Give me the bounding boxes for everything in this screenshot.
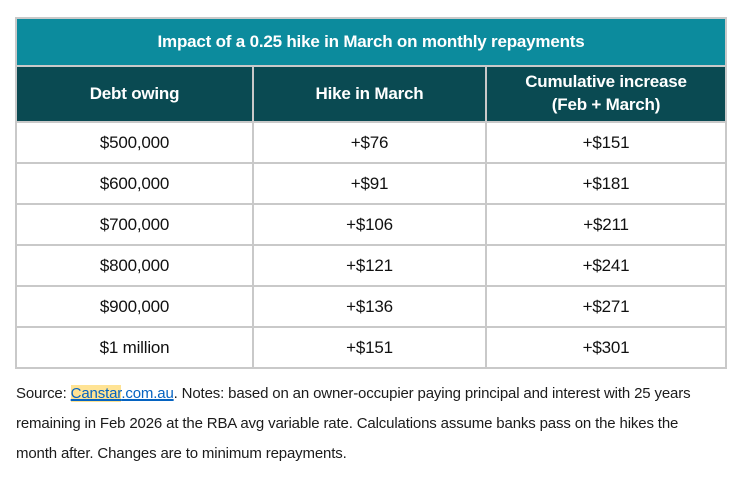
cumulative-cell: +$301	[485, 326, 727, 369]
table-row: $1 million +$151 +$301	[15, 326, 727, 369]
canstar-link-highlighted[interactable]: Canstar	[70, 385, 122, 402]
table-row: $500,000 +$76 +$151	[15, 121, 727, 164]
debt-owing-cell: $700,000	[15, 203, 254, 246]
notes-text: . Notes: based on an owner-occupier payi…	[16, 385, 691, 462]
hike-cell: +$106	[252, 203, 487, 246]
hike-cell: +$151	[252, 326, 487, 369]
cumulative-cell: +$271	[485, 285, 727, 328]
table-header-row: Debt owing Hike in March Cumulative incr…	[15, 65, 727, 123]
column-header-hike-in-march: Hike in March	[252, 65, 487, 123]
source-notes: Source: Canstar.com.au. Notes: based on …	[16, 379, 722, 469]
table-title: Impact of a 0.25 hike in March on monthl…	[15, 17, 727, 67]
canstar-link-domain[interactable]: .com.au	[121, 385, 174, 402]
canstar-link[interactable]: Canstar.com.au	[70, 385, 174, 402]
hike-cell: +$136	[252, 285, 487, 328]
hike-cell: +$91	[252, 162, 487, 205]
table-row: $800,000 +$121 +$241	[15, 244, 727, 287]
repayments-table: Impact of a 0.25 hike in March on monthl…	[15, 17, 727, 369]
source-label: Source:	[16, 385, 71, 402]
cumulative-cell: +$211	[485, 203, 727, 246]
cumulative-cell: +$241	[485, 244, 727, 287]
column-header-debt-owing: Debt owing	[15, 65, 254, 123]
debt-owing-cell: $800,000	[15, 244, 254, 287]
debt-owing-cell: $600,000	[15, 162, 254, 205]
column-header-cumulative-increase: Cumulative increase (Feb + March)	[485, 65, 727, 123]
table-title-row: Impact of a 0.25 hike in March on monthl…	[15, 17, 727, 67]
debt-owing-cell: $500,000	[15, 121, 254, 164]
table-row: $700,000 +$106 +$211	[15, 203, 727, 246]
debt-owing-cell: $1 million	[15, 326, 254, 369]
cumulative-cell: +$181	[485, 162, 727, 205]
hike-cell: +$121	[252, 244, 487, 287]
debt-owing-cell: $900,000	[15, 285, 254, 328]
hike-cell: +$76	[252, 121, 487, 164]
table-row: $600,000 +$91 +$181	[15, 162, 727, 205]
cumulative-cell: +$151	[485, 121, 727, 164]
table-row: $900,000 +$136 +$271	[15, 285, 727, 328]
